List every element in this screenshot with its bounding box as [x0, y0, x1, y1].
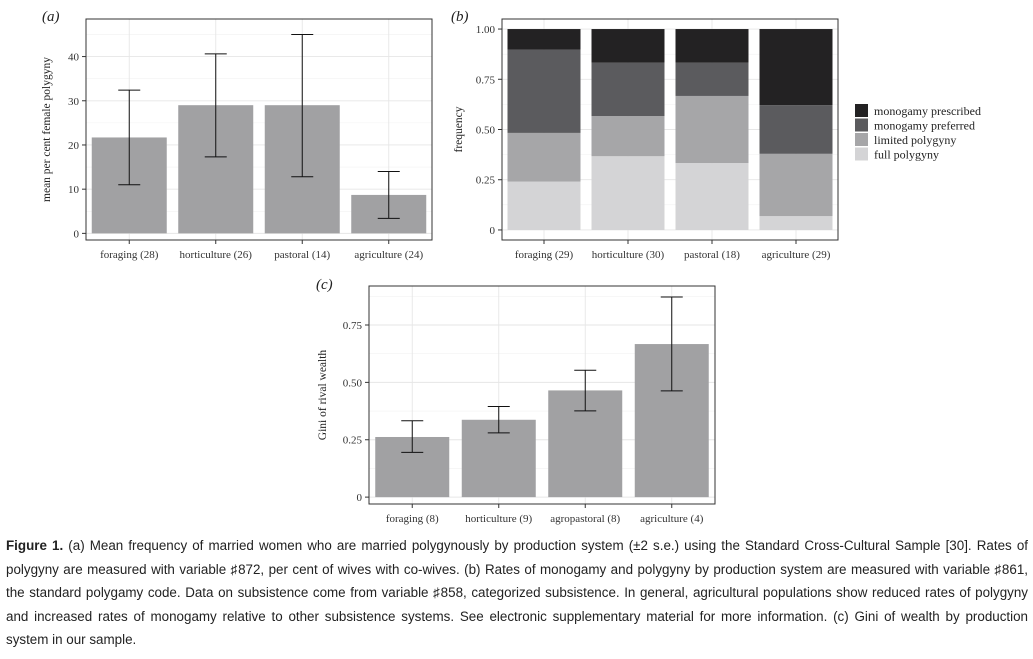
- x-tick-label: horticulture (30): [592, 249, 665, 261]
- x-tick-label: agropastoral (8): [550, 513, 620, 525]
- y-axis-title: mean per cent female polygyny: [41, 57, 53, 202]
- y-tick-label: 0: [490, 225, 496, 237]
- plot-border: [85, 18, 433, 241]
- stacked-bar-segment-0: [675, 163, 749, 230]
- x-tick-label: agriculture (4): [640, 513, 704, 525]
- stacked-bar-segment-1: [591, 116, 665, 157]
- y-tick-label: 0.75: [343, 320, 363, 332]
- legend-label: monogamy preferred: [874, 119, 975, 133]
- stacked-bar-segment-3: [675, 29, 749, 63]
- y-axis-title: frequency: [453, 106, 465, 152]
- x-tick-label: horticulture (9): [465, 513, 532, 525]
- stacked-bar-segment-1: [759, 153, 833, 217]
- caption-text: (a) Mean frequency of married women who …: [6, 538, 1028, 647]
- stacked-bar-segment-2: [591, 62, 665, 117]
- legend-swatch: [855, 147, 868, 161]
- panel-label: (c): [316, 277, 333, 293]
- legend-swatch: [855, 104, 868, 117]
- figure-caption: Figure 1. (a) Mean frequency of married …: [6, 534, 1028, 652]
- legend-label: monogamy prescribed: [874, 104, 981, 118]
- legend-label: limited polygyny: [874, 133, 956, 147]
- stacked-bar-segment-1: [675, 95, 749, 164]
- stacked-bar-segment-2: [675, 62, 749, 96]
- y-tick-label: 10: [68, 184, 80, 196]
- y-tick-label: 30: [68, 96, 80, 108]
- y-tick-label: 0.75: [476, 74, 496, 86]
- caption-label: Figure 1.: [6, 538, 64, 553]
- x-tick-label: foraging (28): [100, 249, 159, 261]
- figure-canvas: 0 10 20 30 40 foraging (28) horticulture (26) p…: [41, 9, 981, 525]
- x-tick-label: foraging (29): [515, 249, 574, 261]
- stacked-bar-segment-0: [507, 181, 581, 230]
- stacked-bar-segment-2: [507, 49, 581, 133]
- y-axis-title: Gini of rival wealth: [317, 350, 329, 441]
- panel-label: (a): [42, 9, 60, 25]
- y-tick-label: 0.25: [476, 175, 496, 187]
- legend-swatch: [855, 133, 868, 146]
- y-tick-label: 1.00: [476, 24, 496, 36]
- plot-border: [368, 285, 716, 505]
- stacked-bar-segment-3: [759, 29, 833, 106]
- x-tick-label: pastoral (18): [684, 249, 740, 261]
- x-tick-label: foraging (8): [386, 513, 439, 525]
- y-tick-label: 0.50: [476, 125, 496, 137]
- x-tick-label: agriculture (24): [354, 249, 423, 261]
- y-tick-label: 0: [74, 228, 80, 240]
- x-tick-label: agriculture (29): [762, 249, 831, 261]
- y-tick-label: 0: [357, 492, 363, 504]
- stacked-bar-segment-3: [591, 29, 665, 63]
- legend-label: full polygyny: [874, 148, 939, 162]
- x-tick-label: pastoral (14): [274, 249, 330, 261]
- stacked-bar-segment-3: [507, 29, 581, 50]
- stacked-bar-segment-0: [591, 156, 665, 230]
- panel-a-chart: 0 10 20 30 40 foraging (28) horticulture (26) p…: [41, 9, 433, 261]
- panel-b-chart: 0 0.25 0.50 0.75 1.00 foraging (29) horticultu…: [451, 9, 981, 261]
- y-tick-label: 0.50: [343, 377, 363, 389]
- stacked-bar-segment-2: [759, 105, 833, 154]
- legend-swatch: [855, 118, 868, 132]
- panel-c-chart: 0 0.25 0.50 0.75 foraging (8) horticulture (9…: [316, 277, 716, 525]
- stacked-bar-segment-0: [759, 216, 833, 230]
- panel-label: (b): [451, 9, 469, 25]
- y-tick-label: 20: [68, 140, 80, 152]
- stacked-bar-segment-1: [507, 132, 581, 182]
- x-tick-label: horticulture (26): [180, 249, 253, 261]
- y-tick-label: 40: [68, 52, 80, 64]
- y-tick-label: 0.25: [343, 435, 363, 447]
